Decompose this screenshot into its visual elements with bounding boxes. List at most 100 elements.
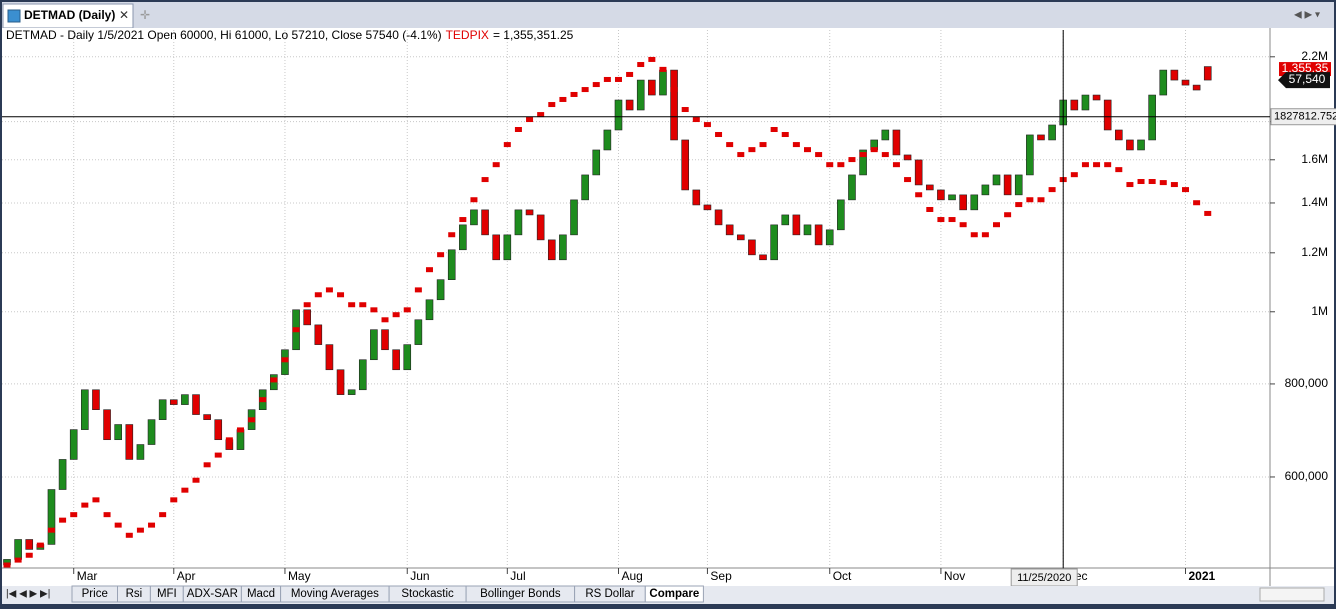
index-mark xyxy=(926,206,934,212)
candle xyxy=(981,184,990,196)
index-mark xyxy=(1126,182,1134,188)
index-mark xyxy=(81,502,89,508)
candle xyxy=(1014,174,1023,196)
index-mark xyxy=(837,162,845,168)
candle xyxy=(103,409,111,441)
candle xyxy=(1114,129,1123,141)
index-mark xyxy=(325,287,333,293)
index-mark xyxy=(148,522,156,528)
crosshair-y-box xyxy=(1270,108,1336,126)
candle xyxy=(69,429,78,460)
tab-label[interactable]: Moving Averages xyxy=(291,588,379,600)
candle xyxy=(503,234,512,261)
index-mark xyxy=(792,142,800,148)
y-tick-label: 1.2M xyxy=(1301,245,1328,259)
candle xyxy=(614,99,623,131)
index-mark xyxy=(1204,210,1212,216)
index-mark xyxy=(1170,182,1178,188)
tab-label[interactable]: MFI xyxy=(157,588,177,600)
index-mark xyxy=(114,522,122,528)
tab-label[interactable]: Stockastic xyxy=(401,588,454,600)
index-mark xyxy=(1026,197,1034,203)
tab-nav[interactable]: ◀ ▶ ▾ xyxy=(1294,10,1320,21)
candle xyxy=(47,489,56,545)
candle xyxy=(25,539,34,550)
index-mark xyxy=(503,142,511,148)
close-tab[interactable]: ✕ xyxy=(119,8,129,22)
candle xyxy=(181,394,189,405)
index-mark xyxy=(881,152,889,158)
candle xyxy=(425,299,434,321)
tab-icon xyxy=(7,9,21,23)
tab-nav-buttons[interactable]: |◀ ◀ ▶ ▶| xyxy=(6,589,50,600)
window-tab[interactable] xyxy=(2,3,134,29)
x-tick-label: 2021 xyxy=(1189,569,1216,583)
x-tick-label: Apr xyxy=(177,569,196,583)
index-mark xyxy=(1004,212,1012,218)
tab-label[interactable]: Macd xyxy=(247,588,275,600)
candle xyxy=(536,214,545,241)
index-mark xyxy=(1037,197,1045,203)
candle xyxy=(792,214,801,236)
new-tab[interactable]: ✛ xyxy=(140,8,150,22)
x-tick-label: Oct xyxy=(833,569,852,583)
candle xyxy=(992,174,1001,186)
index-mark xyxy=(359,302,367,308)
index-mark xyxy=(748,147,756,153)
last-label-price: 57,540 xyxy=(1289,72,1326,86)
index-mark xyxy=(337,292,345,298)
last-box-price xyxy=(1278,72,1330,89)
candle xyxy=(1003,174,1012,196)
index-mark xyxy=(681,107,689,113)
index-mark xyxy=(1070,172,1078,178)
index-mark xyxy=(537,112,545,118)
index-mark xyxy=(915,192,923,198)
candle xyxy=(714,209,723,226)
index-mark xyxy=(603,76,611,82)
index-mark xyxy=(1081,162,1089,168)
tab-label[interactable]: ADX-SAR xyxy=(187,588,238,600)
candle xyxy=(169,399,178,405)
candle xyxy=(1092,94,1101,101)
index-mark xyxy=(25,552,33,558)
index-mark xyxy=(236,427,244,433)
candle xyxy=(1037,134,1045,141)
index-mark xyxy=(626,71,634,77)
tab-label[interactable]: Compare xyxy=(649,588,699,600)
index-mark xyxy=(648,56,656,62)
x-tick-label: Mar xyxy=(77,569,98,583)
candle xyxy=(703,204,712,211)
tab-label[interactable]: Price xyxy=(82,588,108,600)
tab-label[interactable]: RS Dollar xyxy=(585,588,634,600)
candle xyxy=(481,209,489,236)
x-tick-label: Sep xyxy=(710,569,732,583)
tab-label[interactable]: Bollinger Bonds xyxy=(480,588,561,600)
tab-label[interactable]: Rsi xyxy=(126,588,143,600)
y-tick-label: 600,000 xyxy=(1285,469,1329,483)
index-mark xyxy=(181,487,189,493)
index-mark xyxy=(192,477,200,483)
candle xyxy=(592,149,601,176)
index-mark xyxy=(570,91,578,97)
y-tick-label: 2.2M xyxy=(1301,49,1328,63)
index-mark xyxy=(92,497,100,503)
index-mark xyxy=(281,357,289,363)
index-mark xyxy=(770,127,778,133)
candle xyxy=(325,344,334,371)
candle xyxy=(192,394,200,415)
candle xyxy=(125,424,134,460)
candle xyxy=(725,224,734,236)
scrollbar[interactable] xyxy=(1259,587,1325,602)
index-mark xyxy=(1137,179,1145,185)
candle xyxy=(937,189,945,201)
candle xyxy=(1181,79,1190,86)
index-mark xyxy=(937,217,945,223)
index-mark xyxy=(14,557,22,563)
candle xyxy=(214,419,223,441)
index-mark xyxy=(637,62,645,68)
candle xyxy=(403,344,412,371)
index-mark xyxy=(425,267,433,273)
index-mark xyxy=(737,152,745,158)
tab[interactable] xyxy=(644,585,704,603)
